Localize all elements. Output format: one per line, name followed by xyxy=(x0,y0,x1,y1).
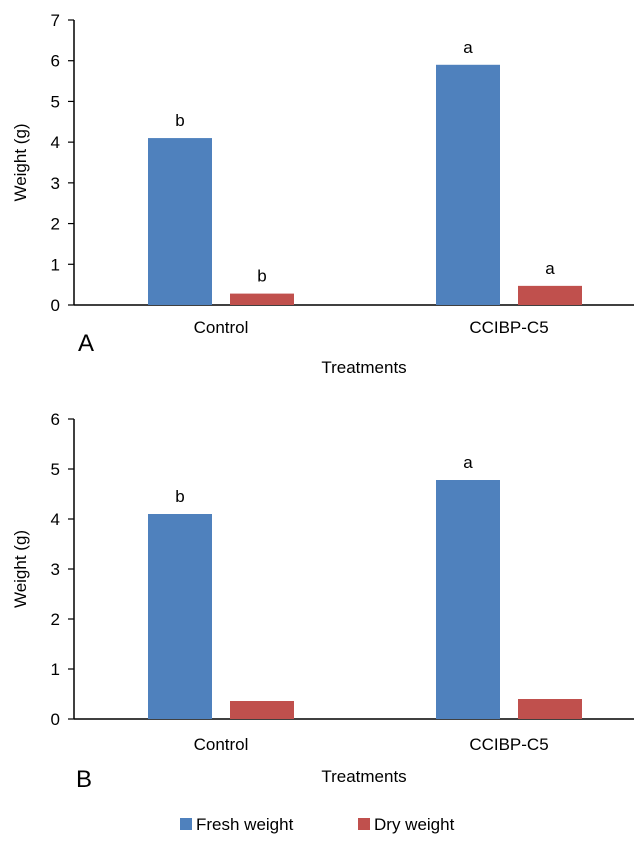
panel-label: A xyxy=(78,330,94,357)
y-tick-label: 4 xyxy=(51,133,60,152)
x-axis-title: Treatments xyxy=(321,767,406,786)
y-tick-label: 0 xyxy=(51,710,60,729)
panel-label: B xyxy=(76,766,92,793)
category-label: CCIBP-C5 xyxy=(469,318,548,337)
y-tick-label: 1 xyxy=(51,255,60,274)
y-tick-label: 2 xyxy=(51,610,60,629)
y-tick-label: 5 xyxy=(51,460,60,479)
y-tick-label: 2 xyxy=(51,215,60,234)
category-label: Control xyxy=(194,318,249,337)
bar xyxy=(518,285,582,305)
legend-swatch xyxy=(180,818,192,830)
bar xyxy=(436,64,500,306)
legend-label: Fresh weight xyxy=(196,815,294,834)
y-axis-title: Weight (g) xyxy=(11,530,30,608)
significance-label: b xyxy=(257,267,266,286)
y-tick-label: 0 xyxy=(51,296,60,315)
y-tick-label: 6 xyxy=(51,410,60,429)
bar xyxy=(148,138,212,305)
y-tick-label: 5 xyxy=(51,92,60,111)
bar xyxy=(148,514,212,719)
significance-label: a xyxy=(545,259,555,278)
y-tick-label: 1 xyxy=(51,660,60,679)
significance-label: b xyxy=(175,487,184,506)
bar xyxy=(436,480,500,719)
y-axis-title: Weight (g) xyxy=(11,123,30,201)
y-tick-label: 4 xyxy=(51,510,60,529)
x-axis-title: Treatments xyxy=(321,358,406,377)
bar xyxy=(518,699,582,719)
y-tick-label: 6 xyxy=(51,52,60,71)
y-tick-label: 7 xyxy=(51,11,60,30)
bar xyxy=(230,293,294,305)
legend-swatch xyxy=(358,818,370,830)
significance-label: a xyxy=(463,453,473,472)
bar xyxy=(230,701,294,719)
y-tick-label: 3 xyxy=(51,560,60,579)
legend-label: Dry weight xyxy=(374,815,455,834)
y-tick-label: 3 xyxy=(51,174,60,193)
significance-label: a xyxy=(463,38,473,57)
significance-label: b xyxy=(175,111,184,130)
category-label: CCIBP-C5 xyxy=(469,735,548,754)
category-label: Control xyxy=(194,735,249,754)
